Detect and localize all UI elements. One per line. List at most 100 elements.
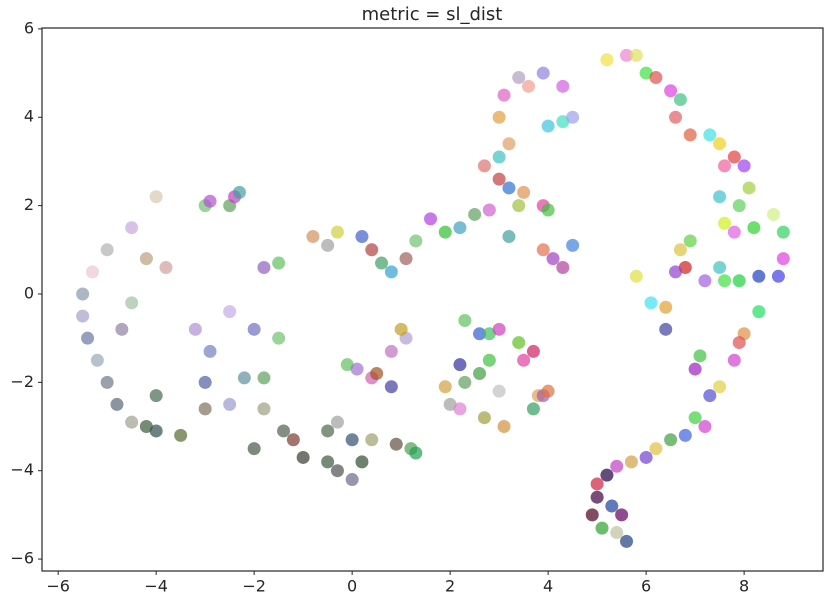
point [629, 269, 643, 283]
point [159, 260, 173, 274]
point [492, 384, 506, 398]
x-tick-label: −6 [46, 577, 70, 596]
point [85, 265, 99, 279]
point [492, 172, 506, 186]
point [277, 424, 291, 438]
point [340, 358, 354, 372]
point [610, 526, 624, 540]
point [502, 181, 516, 195]
point [139, 252, 153, 266]
x-tick-label: 0 [347, 577, 357, 596]
x-tick-label: −4 [144, 577, 168, 596]
point [732, 336, 746, 350]
point [492, 150, 506, 164]
point [458, 313, 472, 327]
point [541, 119, 555, 133]
point [76, 309, 90, 323]
point [330, 464, 344, 478]
point [610, 459, 624, 473]
point [321, 455, 335, 469]
point [443, 397, 457, 411]
point [541, 384, 555, 398]
point [100, 243, 114, 257]
point [664, 433, 678, 447]
point [698, 420, 712, 434]
point [727, 353, 741, 367]
point [438, 380, 452, 394]
point [732, 274, 746, 288]
point [678, 260, 692, 274]
point [370, 367, 384, 381]
point [703, 128, 717, 142]
point [384, 344, 398, 358]
point [703, 389, 717, 403]
point [492, 110, 506, 124]
point [482, 327, 496, 341]
point [718, 216, 732, 230]
point [688, 411, 702, 425]
point [345, 433, 359, 447]
point [477, 159, 491, 173]
point [664, 84, 678, 98]
point [375, 256, 389, 270]
point [453, 221, 467, 235]
point [321, 424, 335, 438]
point [76, 287, 90, 301]
x-tick-label: 2 [445, 577, 455, 596]
x-tick-label: 4 [543, 577, 553, 596]
point [355, 455, 369, 469]
point [330, 415, 344, 429]
point [350, 362, 364, 376]
point [257, 260, 271, 274]
point [502, 230, 516, 244]
point [620, 48, 634, 62]
y-tick-label: 0 [24, 283, 34, 302]
point [752, 305, 766, 319]
point [536, 66, 550, 80]
point [624, 455, 638, 469]
point [321, 238, 335, 252]
point [424, 212, 438, 226]
point [776, 252, 790, 266]
point [355, 230, 369, 244]
point [585, 508, 599, 522]
point [659, 322, 673, 336]
point [492, 322, 506, 336]
point [468, 207, 482, 221]
point [659, 300, 673, 314]
point [639, 450, 653, 464]
point [473, 367, 487, 381]
point [384, 265, 398, 279]
point [125, 296, 139, 310]
point [139, 420, 153, 434]
point [639, 66, 653, 80]
point [718, 159, 732, 173]
chart-title: metric = sl_dist [362, 4, 503, 25]
point [306, 230, 320, 244]
point [536, 243, 550, 257]
point [771, 269, 785, 283]
point [590, 490, 604, 504]
point [698, 274, 712, 288]
point [223, 305, 237, 319]
point [223, 397, 237, 411]
point [517, 353, 531, 367]
point [566, 110, 580, 124]
point [296, 450, 310, 464]
point [556, 79, 570, 93]
point [149, 389, 163, 403]
point [125, 415, 139, 429]
point [526, 402, 540, 416]
point [272, 331, 286, 345]
point [286, 433, 300, 447]
point [713, 380, 727, 394]
point [272, 256, 286, 270]
point [237, 371, 251, 385]
point [389, 437, 403, 451]
point [600, 53, 614, 67]
point [649, 70, 663, 84]
y-tick-label: −6 [10, 549, 34, 568]
point [198, 402, 212, 416]
